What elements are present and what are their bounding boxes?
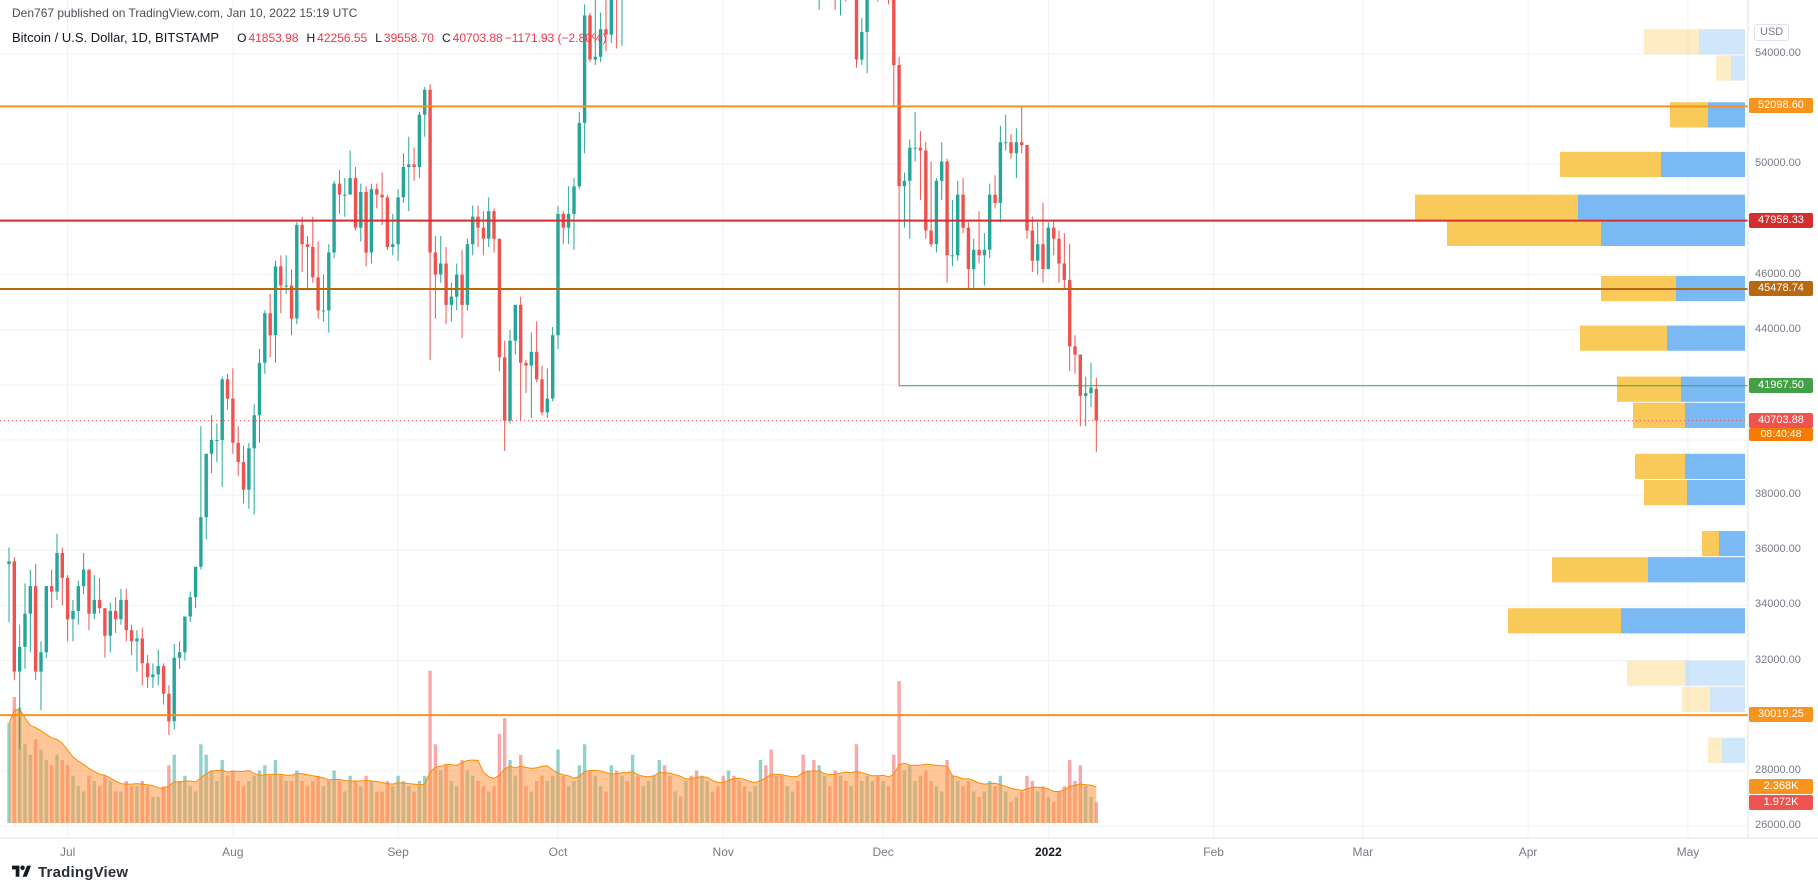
volume-ma-badge: 2.368K — [1749, 779, 1813, 795]
profile-row-sell — [1621, 608, 1745, 634]
symbol-title[interactable]: Bitcoin / U.S. Dollar, 1D, BITSTAMP — [12, 30, 220, 45]
profile-row-sell — [1685, 402, 1745, 428]
ohlc-close-value: 40703.88 — [452, 31, 503, 45]
profile-row-buy — [1580, 325, 1667, 351]
profile-row-sell — [1648, 557, 1745, 583]
price-tick: 26000.00 — [1755, 819, 1801, 831]
profile-row-buy — [1635, 453, 1685, 479]
symbol-row: Bitcoin / U.S. Dollar, 1D, BITSTAMP O 4185… — [12, 30, 607, 45]
profile-row-buy — [1415, 194, 1578, 220]
profile-row-sell — [1601, 220, 1745, 246]
ohlc-open-value: 41853.98 — [248, 31, 299, 45]
time-label-2022: 2022 — [1034, 845, 1062, 859]
price-tick: 50000.00 — [1755, 157, 1801, 170]
profile-row-buy — [1508, 608, 1621, 634]
profile-row-sell — [1661, 151, 1745, 178]
tradingview-logo-icon — [12, 865, 31, 877]
price-level-badge: 52098.60 — [1749, 98, 1813, 114]
price-level-badge: 45478.74 — [1749, 280, 1813, 296]
ohlc-low-label: L — [375, 31, 382, 45]
header: Den767 published on TradingView.com, Jan… — [12, 6, 607, 45]
currency-label: USD — [1754, 24, 1790, 41]
ohlc-high-value: 42256.55 — [317, 31, 368, 45]
time-label-Feb: Feb — [1203, 845, 1224, 859]
price-tick: 46000.00 — [1755, 267, 1801, 280]
profile-row-sell — [1667, 325, 1745, 351]
profile-row-sell — [1699, 29, 1745, 55]
volume-ma-line — [8, 708, 1097, 792]
price-tick: 34000.00 — [1755, 598, 1801, 611]
tradingview-logo[interactable]: TradingView — [12, 864, 128, 881]
time-label-Mar: Mar — [1352, 845, 1374, 859]
price-axis[interactable]: USD 54000.00 50000.00 46000.00 44000.00 3800… — [1748, 0, 1818, 838]
price-tick: 32000.00 — [1755, 653, 1801, 666]
volume-value-badge: 1.972K — [1749, 795, 1813, 811]
price-level-badge: 47958.33 — [1749, 212, 1813, 228]
time-label-Sep: Sep — [387, 845, 409, 859]
price-tick: 36000.00 — [1755, 543, 1801, 556]
candle-countdown-badge: 08:40:48 — [1749, 428, 1813, 442]
profile-row-sell — [1722, 737, 1745, 763]
price-tick: 54000.00 — [1755, 47, 1801, 59]
last-price-badge: 40703.88 — [1749, 412, 1813, 428]
time-label-Apr: Apr — [1518, 845, 1538, 859]
publish-info: Den767 published on TradingView.com, Jan… — [12, 6, 358, 20]
profile-row-buy — [1716, 55, 1731, 81]
volume-profile — [1415, 29, 1745, 763]
profile-row-buy — [1644, 479, 1687, 506]
profile-row-buy — [1682, 686, 1710, 712]
time-label-Aug: Aug — [222, 845, 244, 859]
profile-row-sell — [1685, 660, 1745, 686]
candles — [7, 0, 1098, 749]
ohlc-low-value: 39558.70 — [383, 31, 434, 45]
ohlc-open-label: O — [237, 31, 247, 45]
profile-row-buy — [1644, 29, 1699, 55]
ohlc-high-label: H — [306, 31, 316, 45]
profile-row-sell — [1710, 686, 1745, 712]
tradingview-logo-text: TradingView — [38, 864, 129, 881]
profile-row-buy — [1627, 660, 1685, 686]
profile-row-sell — [1681, 376, 1745, 402]
price-level-badge: 41967.50 — [1749, 377, 1813, 393]
time-label-Jul: Jul — [59, 845, 76, 859]
profile-row-buy — [1447, 220, 1601, 246]
time-label-Nov: Nov — [712, 845, 734, 859]
time-label-Dec: Dec — [872, 845, 894, 859]
profile-row-buy — [1617, 376, 1681, 402]
ohlc-close-label: C — [441, 31, 451, 45]
price-tick: 38000.00 — [1755, 488, 1801, 501]
price-tick: 28000.00 — [1755, 763, 1801, 776]
profile-row-sell — [1731, 55, 1745, 81]
ohlc-change-value: −1171.93 (−2.80%) — [504, 31, 607, 45]
profile-row-buy — [1702, 530, 1719, 557]
time-label-Oct: Oct — [548, 845, 568, 859]
time-axis[interactable]: Jul Aug Sep Oct Nov Dec 2022 Feb Mar Apr May — [0, 838, 1748, 868]
profile-row-buy — [1708, 737, 1722, 763]
profile-row-buy — [1560, 151, 1661, 178]
time-label-May: May — [1676, 845, 1700, 859]
profile-row-sell — [1685, 453, 1745, 479]
grid — [0, 0, 1748, 838]
price-tick: 44000.00 — [1755, 322, 1801, 335]
profile-row-buy — [1552, 557, 1648, 583]
profile-row-buy — [1633, 402, 1685, 428]
price-level-badge: 30019.25 — [1749, 707, 1813, 723]
volume-ma-area — [9, 709, 1097, 823]
profile-row-sell — [1719, 530, 1745, 557]
profile-row-sell — [1687, 479, 1745, 506]
profile-row-sell — [1578, 194, 1745, 220]
